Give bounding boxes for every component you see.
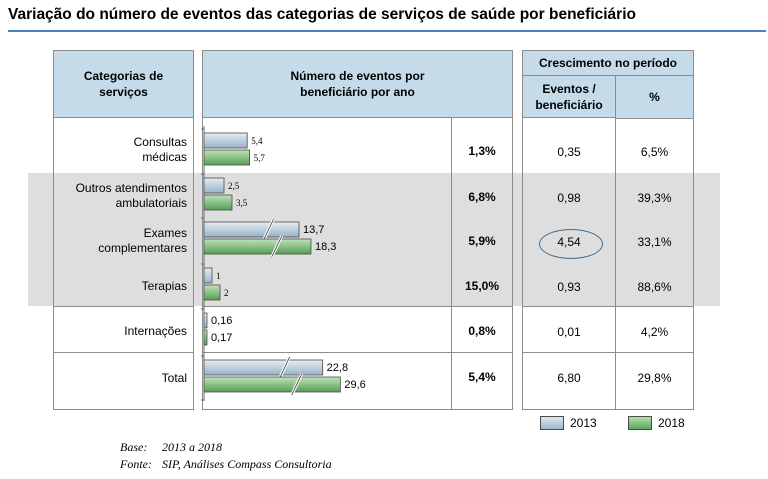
delta-value: 0,01 bbox=[557, 324, 581, 339]
share-value: 1,3% bbox=[468, 143, 496, 158]
column-divider bbox=[451, 118, 452, 409]
divider bbox=[203, 352, 512, 353]
category-label: Outros atendimentos ambulatoriais bbox=[75, 181, 187, 210]
legend-label-2018: 2018 bbox=[658, 416, 685, 430]
bar bbox=[203, 238, 312, 255]
growth-panel: Crescimento no período Eventos / benefic… bbox=[522, 50, 694, 410]
scale-break bbox=[279, 356, 291, 379]
data-label: 18,3 bbox=[315, 241, 336, 253]
highlight-band bbox=[28, 173, 720, 306]
bar bbox=[203, 312, 208, 329]
data-label: 13,7 bbox=[303, 224, 324, 236]
chart-header: Número de eventos por beneficiário por a… bbox=[203, 51, 512, 118]
legend-2013: 2013 bbox=[540, 416, 597, 430]
bar bbox=[203, 284, 221, 301]
chart-panel: Número de eventos por beneficiário por a… bbox=[202, 50, 513, 410]
share-value: 0,8% bbox=[468, 323, 496, 338]
legend-2018: 2018 bbox=[628, 416, 685, 430]
footer-base: Base: 2013 a 2018 bbox=[120, 440, 222, 455]
legend-label-2013: 2013 bbox=[570, 416, 597, 430]
data-label: 5,4 bbox=[251, 136, 263, 146]
delta-value: 0,35 bbox=[557, 144, 581, 159]
share-value: 6,8% bbox=[468, 189, 496, 204]
pct-value: 29,8% bbox=[637, 370, 672, 385]
categories-header: Categorias de serviços bbox=[54, 51, 193, 118]
category-label: Consultas médicas bbox=[133, 135, 187, 164]
category-labels: Consultas médicas Outros atendimentos am… bbox=[53, 50, 187, 408]
data-label: 2,5 bbox=[228, 181, 240, 191]
category-label: Terapias bbox=[141, 278, 187, 293]
data-label: 5,7 bbox=[254, 153, 266, 163]
data-label: 1 bbox=[216, 271, 221, 281]
delta-value: 6,80 bbox=[557, 370, 581, 385]
delta-value: 0,93 bbox=[557, 279, 581, 294]
data-label: 22,8 bbox=[327, 362, 348, 374]
growth-header: Crescimento no período bbox=[523, 51, 693, 76]
footer-base-key: Base: bbox=[120, 440, 148, 454]
data-label: 3,5 bbox=[236, 198, 248, 208]
bar bbox=[203, 329, 208, 346]
footer-source-value: SIP, Análises Compass Consultoria bbox=[162, 457, 332, 471]
pct-value: 39,3% bbox=[637, 190, 672, 205]
pct-value: 4,2% bbox=[640, 324, 669, 339]
pct-value: 88,6% bbox=[637, 279, 672, 294]
category-label: Internações bbox=[124, 323, 187, 338]
scale-break bbox=[291, 373, 303, 396]
scale-break bbox=[271, 235, 283, 258]
column-divider bbox=[615, 76, 616, 409]
footer-source: Fonte: SIP, Análises Compass Consultoria bbox=[120, 457, 332, 472]
divider bbox=[54, 306, 193, 307]
bar bbox=[203, 177, 225, 194]
divider bbox=[523, 306, 693, 307]
bar bbox=[203, 221, 300, 238]
pct-value: 6,5% bbox=[640, 144, 669, 159]
divider bbox=[54, 352, 193, 353]
pct-value: 33,1% bbox=[637, 234, 672, 249]
pct-header: % bbox=[616, 76, 693, 119]
bar bbox=[203, 149, 250, 166]
bar bbox=[203, 359, 324, 376]
share-value: 5,9% bbox=[468, 233, 496, 248]
divider bbox=[523, 352, 693, 353]
category-label: Exames complementares bbox=[98, 226, 187, 255]
share-value: 15,0% bbox=[464, 278, 500, 293]
data-label: 0,16 bbox=[211, 315, 232, 327]
data-label: 0,17 bbox=[211, 332, 232, 344]
events-header: Eventos / beneficiário bbox=[523, 76, 615, 118]
legend-swatch-2018 bbox=[628, 416, 652, 430]
bar bbox=[203, 194, 233, 211]
footer-source-key: Fonte: bbox=[120, 457, 152, 471]
scale-break bbox=[263, 218, 274, 241]
categories-panel: Categorias de serviços bbox=[53, 50, 194, 410]
footer-base-value: 2013 a 2018 bbox=[162, 440, 222, 454]
data-label: 2 bbox=[224, 288, 229, 298]
bar bbox=[203, 267, 213, 284]
data-label: 29,6 bbox=[344, 379, 365, 391]
share-value: 5,4% bbox=[468, 369, 496, 384]
category-label: Total bbox=[161, 370, 187, 385]
delta-value: 0,98 bbox=[557, 190, 581, 205]
bar bbox=[203, 376, 341, 393]
legend-swatch-2013 bbox=[540, 416, 564, 430]
title-rule bbox=[8, 30, 766, 32]
page-title: Variação do número de eventos das catego… bbox=[8, 6, 636, 23]
divider bbox=[203, 306, 512, 307]
bar bbox=[203, 132, 248, 149]
highlight-ellipse bbox=[539, 229, 603, 259]
